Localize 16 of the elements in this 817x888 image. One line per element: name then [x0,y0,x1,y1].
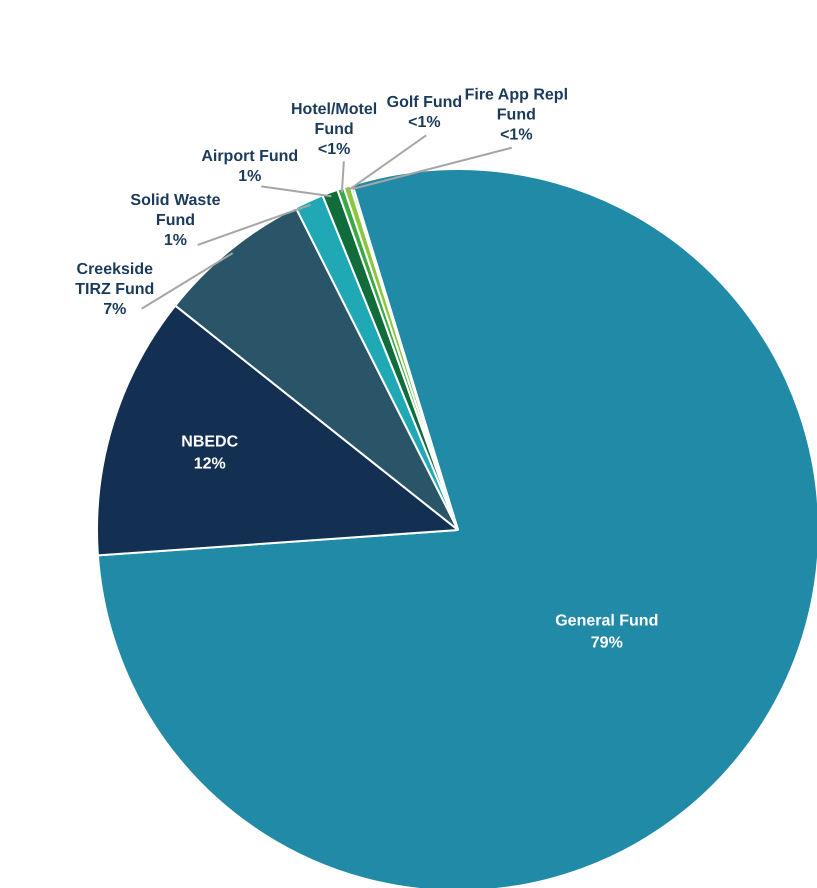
slice-label: General Fund [555,612,658,630]
slice-label: Airport Fund [201,148,298,165]
slice-label: Creekside TIRZ Fund [75,261,154,298]
slice-label: Fire App Repl Fund [464,86,568,124]
data-label: 1% [164,232,188,249]
data-label: 12% [194,456,226,473]
slice-label: Hotel/Motel Fund [290,101,378,138]
data-label: <1% [408,114,441,131]
data-label: <1% [318,141,350,158]
slice-label: Solid Waste Fund [130,192,221,229]
slice-label: Golf Fund [386,94,462,111]
slice-label: NBEDC [181,434,239,451]
data-label: 79% [590,634,623,652]
data-label: 1% [238,168,262,185]
data-label: 7% [103,301,126,318]
data-label: <1% [500,126,533,144]
